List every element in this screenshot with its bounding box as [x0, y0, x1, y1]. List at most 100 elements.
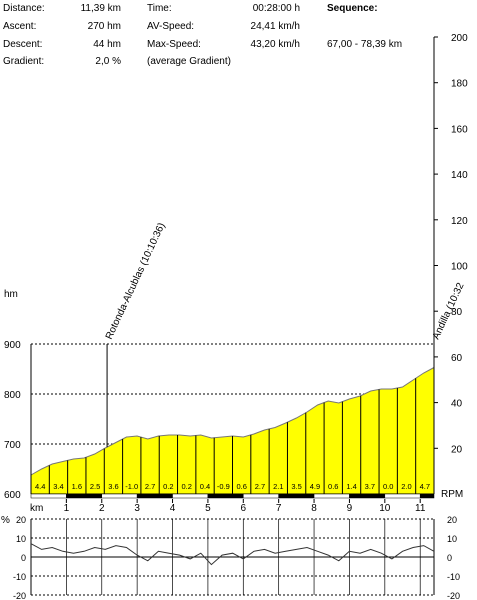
- rpm-tick-label: 60: [451, 353, 463, 364]
- gradient-left-tick-label: -20: [13, 591, 26, 600]
- rpm-tick-label: 160: [451, 124, 468, 135]
- km-bar-segment: [172, 493, 209, 499]
- segment-gradient-label: 3.5: [291, 482, 301, 491]
- elevation-area: [31, 367, 434, 494]
- km-tick-label: 11: [415, 503, 426, 514]
- km-tick-label: 2: [99, 503, 105, 514]
- rpm-tick-label: 140: [451, 170, 468, 181]
- right-axis-label: RPM: [441, 489, 463, 500]
- descent-value: 44 hm: [93, 39, 121, 50]
- km-bar-segment: [419, 493, 435, 499]
- segment-gradient-label: 4.7: [420, 482, 430, 491]
- gradient-right-tick-label: 10: [447, 534, 457, 544]
- axis-labels: hm RPM km %: [1, 289, 463, 526]
- segment-gradient-label: 1.4: [346, 482, 356, 491]
- segment-gradient-label: 4.9: [310, 482, 320, 491]
- km-bar-segment: [30, 493, 67, 499]
- km-bar-segment: [243, 493, 279, 499]
- km-bar-segment: [136, 493, 173, 499]
- segment-gradient-label: 2.5: [90, 482, 100, 491]
- km-bar-segment: [349, 493, 386, 499]
- gradient-right-tick-label: -10: [447, 572, 460, 582]
- time-label: Time:: [147, 3, 172, 14]
- maxspeed-value: 43,20 km/h: [250, 39, 300, 50]
- gradient-panel: -20 -10 0 10 20 -20 -10 0 10 20: [13, 515, 460, 600]
- gradient-right-tick-label: -20: [447, 591, 460, 600]
- segment-gradient-label: 2.7: [145, 482, 155, 491]
- y-axis-label: hm: [4, 289, 18, 300]
- sequence-value: 67,00 - 78,39 km: [327, 39, 403, 50]
- km-tick-label: 3: [134, 503, 140, 514]
- maxspeed-label: Max-Speed:: [147, 39, 201, 50]
- avspeed-value: 24,41 km/h: [250, 21, 300, 32]
- avg-gradient-note: (average Gradient): [147, 56, 231, 67]
- ascent-label: Ascent:: [3, 21, 37, 32]
- rpm-tick-label: 40: [451, 399, 463, 410]
- segment-gradient-label: 0.4: [200, 482, 210, 491]
- ascent-value: 270 hm: [87, 21, 121, 32]
- profile-area: [30, 367, 435, 494]
- segment-gradient-label: 1.6: [72, 482, 82, 491]
- stats-panel: Distance: 11,39 km Ascent: 270 hm Descen…: [0, 0, 477, 70]
- rpm-tick-label: 100: [451, 262, 468, 273]
- gradient-label: Gradient:: [3, 56, 45, 67]
- km-tick-label: 4: [170, 503, 176, 514]
- km-tick-label: 8: [311, 503, 317, 514]
- gradient-left-tick-label: 10: [16, 534, 26, 544]
- km-tick-label: 6: [241, 503, 247, 514]
- km-tick-label: 7: [276, 503, 282, 514]
- segment-gradient-label: -1.0: [125, 482, 138, 491]
- km-tick-label: 10: [379, 503, 391, 514]
- distance-label: Distance:: [3, 3, 45, 14]
- km-bar-segment: [101, 493, 138, 499]
- rpm-tick-label: 120: [451, 216, 468, 227]
- distance-value: 11,39 km: [80, 3, 121, 14]
- segment-gradient-label: 0.2: [181, 482, 191, 491]
- km-bar-segment: [207, 493, 244, 499]
- segment-gradient-label: 4.4: [35, 482, 45, 491]
- gradient-axis-label: %: [1, 515, 10, 526]
- time-value: 00:28:00 h: [252, 3, 300, 14]
- segment-gradient-label: 3.4: [53, 482, 63, 491]
- avspeed-label: AV-Speed:: [147, 21, 195, 32]
- segment-gradient-label: 0.0: [383, 482, 393, 491]
- marker-label: Rotonda-Alcublas (10:10:36): [104, 221, 168, 341]
- km-tick-label: 5: [205, 503, 211, 514]
- gradient-value: 2,0 %: [95, 56, 121, 67]
- km-bar-segment: [313, 493, 350, 499]
- segment-gradient-label: 2.7: [255, 482, 265, 491]
- elevation-tick-label: 900: [4, 340, 21, 351]
- segment-gradient-label: 3.6: [108, 482, 118, 491]
- segment-dividers: 4.4 3.4 1.6 2.5 3.6 -1.0 2.7 0.2 0.2 0.4 -0.9 0.6 2.…: [35, 378, 430, 494]
- gradient-right-tick-label: 20: [447, 515, 457, 525]
- elevation-tick-label: 600: [4, 490, 21, 501]
- elevation-tick-label: 700: [4, 440, 21, 451]
- gradient-line: [30, 543, 435, 566]
- km-bar-segment: [278, 493, 315, 499]
- elevation-line: [30, 367, 435, 476]
- x-axis-label: km: [30, 503, 43, 514]
- segment-gradient-label: 2.0: [401, 482, 411, 491]
- rpm-tick-label: 180: [451, 79, 468, 90]
- descent-label: Descent:: [3, 39, 43, 50]
- elevation-tick-label: 800: [4, 390, 21, 401]
- gradient-left-tick-label: -10: [13, 572, 26, 582]
- gradient-left-tick-label: 0: [21, 553, 26, 563]
- km-bar-segment: [384, 493, 421, 499]
- sequence-label: Sequence:: [327, 3, 378, 14]
- segment-gradient-label: 0.2: [163, 482, 173, 491]
- segment-gradient-label: 2.1: [273, 482, 283, 491]
- rpm-tick-label: 200: [451, 33, 468, 44]
- gradient-left-tick-label: 20: [16, 515, 26, 525]
- segment-gradient-label: -0.9: [217, 482, 230, 491]
- segment-gradient-label: 3.7: [365, 482, 375, 491]
- rpm-tick-label: 80: [451, 307, 463, 318]
- segment-gradient-label: 0.6: [328, 482, 338, 491]
- km-tick-label: 1: [64, 503, 70, 514]
- km-bar-segment: [66, 493, 103, 499]
- rpm-tick-label: 20: [451, 444, 463, 455]
- axes: 600 700 800 900 20 40 60 80 100 120 140 160 180 200 1 2…: [4, 33, 468, 514]
- segment-gradient-label: 0.6: [236, 482, 246, 491]
- km-tick-label: 9: [347, 503, 353, 514]
